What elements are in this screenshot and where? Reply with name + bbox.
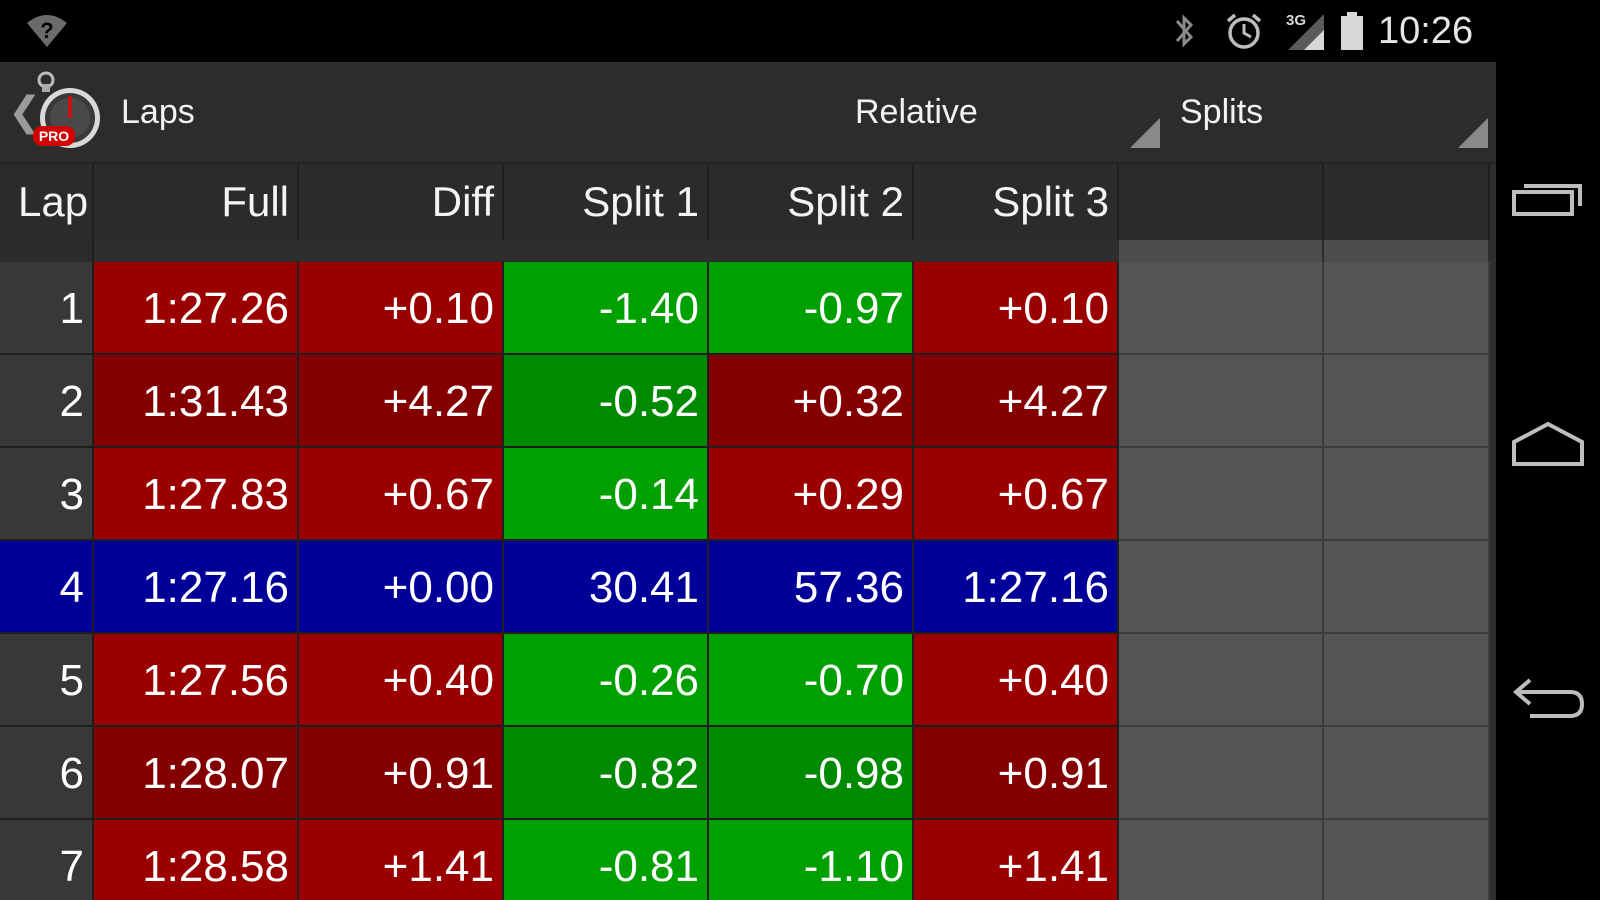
split-2-cell: -0.70	[709, 634, 914, 727]
full-time-cell: 1:31.43	[94, 355, 299, 448]
spinner-dropdown-icon	[1130, 118, 1160, 148]
split-3-cell: +0.67	[914, 448, 1119, 541]
column-header-full[interactable]: Full	[94, 164, 299, 264]
diff-cell: +0.40	[299, 634, 504, 727]
diff-cell: +1.41	[299, 820, 504, 900]
empty-cell	[1324, 355, 1490, 448]
view-spinner[interactable]: Splits	[1166, 62, 1490, 162]
column-header-split-3[interactable]: Split 3	[914, 164, 1119, 264]
navigation-bar	[1496, 0, 1600, 900]
split-3-cell: +1.41	[914, 820, 1119, 900]
empty-cell	[1324, 448, 1490, 541]
svg-text:?: ?	[40, 18, 53, 43]
stopwatch-logo-icon[interactable]: PRO	[30, 70, 106, 152]
split-1-cell: 30.41	[504, 541, 709, 634]
split-2-cell: 57.36	[709, 541, 914, 634]
empty-cell	[1324, 634, 1490, 727]
full-time-cell: 1:27.26	[94, 262, 299, 355]
empty-cell	[1324, 820, 1490, 900]
lap-number-cell: 1	[0, 262, 94, 355]
full-time-cell: 1:27.83	[94, 448, 299, 541]
split-1-cell: -0.82	[504, 727, 709, 820]
split-2-cell: -0.97	[709, 262, 914, 355]
table-row[interactable]: 5 1:27.56 +0.40 -0.26 -0.70 +0.40	[0, 634, 1496, 727]
full-time-cell: 1:27.16	[94, 541, 299, 634]
lap-number-cell: 5	[0, 634, 94, 727]
column-header-split-1[interactable]: Split 1	[504, 164, 709, 264]
recents-icon[interactable]	[1510, 172, 1586, 232]
split-2-cell: -0.98	[709, 727, 914, 820]
split-3-cell: +0.40	[914, 634, 1119, 727]
split-2-cell: -1.10	[709, 820, 914, 900]
split-2-cell: +0.29	[709, 448, 914, 541]
lap-number-cell: 4	[0, 541, 94, 634]
diff-cell: +0.10	[299, 262, 504, 355]
lap-number-cell: 7	[0, 820, 94, 900]
full-time-cell: 1:28.58	[94, 820, 299, 900]
bluetooth-icon	[1168, 0, 1200, 62]
empty-cell	[1324, 727, 1490, 820]
battery-icon	[1338, 0, 1366, 62]
split-3-cell: +0.10	[914, 262, 1119, 355]
alarm-icon	[1222, 0, 1266, 62]
table-row[interactable]: 6 1:28.07 +0.91 -0.82 -0.98 +0.91	[0, 727, 1496, 820]
split-3-cell: +0.91	[914, 727, 1119, 820]
split-1-cell: -0.26	[504, 634, 709, 727]
page-title: Laps	[121, 93, 195, 131]
diff-cell: +0.91	[299, 727, 504, 820]
app-screen: ? 3G	[0, 0, 1496, 900]
empty-cell	[1119, 355, 1324, 448]
empty-cell	[1119, 262, 1324, 355]
column-header-empty	[1324, 164, 1490, 264]
split-1-cell: -0.81	[504, 820, 709, 900]
empty-cell	[1119, 634, 1324, 727]
split-1-cell: -1.40	[504, 262, 709, 355]
split-1-cell: -0.52	[504, 355, 709, 448]
empty-cell	[1324, 262, 1490, 355]
full-time-cell: 1:27.56	[94, 634, 299, 727]
split-1-cell: -0.14	[504, 448, 709, 541]
table-row-best-lap[interactable]: 4 1:27.16 +0.00 30.41 57.36 1:27.16	[0, 541, 1496, 634]
diff-cell: +0.67	[299, 448, 504, 541]
status-bar: ? 3G	[0, 0, 1496, 62]
lap-number-cell: 2	[0, 355, 94, 448]
split-3-cell: +4.27	[914, 355, 1119, 448]
table-row[interactable]: 7 1:28.58 +1.41 -0.81 -1.10 +1.41	[0, 820, 1496, 900]
mode-spinner-label: Relative	[855, 93, 978, 131]
svg-text:PRO: PRO	[39, 128, 69, 144]
wifi-question-icon: ?	[22, 0, 72, 62]
split-2-cell: +0.32	[709, 355, 914, 448]
empty-cell	[1119, 541, 1324, 634]
up-navigation-icon[interactable]: ❮	[8, 90, 42, 134]
svg-text:3G: 3G	[1286, 12, 1306, 29]
back-icon[interactable]	[1510, 672, 1586, 732]
laps-table: Lap Full Diff Split 1 Split 2 Split 3 1 …	[0, 164, 1496, 900]
diff-cell: +4.27	[299, 355, 504, 448]
column-header-diff[interactable]: Diff	[299, 164, 504, 264]
table-row[interactable]: 3 1:27.83 +0.67 -0.14 +0.29 +0.67	[0, 448, 1496, 541]
diff-cell: +0.00	[299, 541, 504, 634]
table-row[interactable]: 1 1:27.26 +0.10 -1.40 -0.97 +0.10	[0, 262, 1496, 355]
status-time: 10:26	[1378, 9, 1474, 52]
column-header-split-2[interactable]: Split 2	[709, 164, 914, 264]
table-header-row: Lap Full Diff Split 1 Split 2 Split 3	[0, 164, 1496, 264]
action-bar: ❮ PRO Laps Relative Splits	[0, 62, 1496, 164]
home-icon[interactable]	[1510, 418, 1586, 478]
column-header-empty	[1119, 164, 1324, 264]
column-header-lap[interactable]: Lap	[0, 164, 94, 264]
empty-cell	[1119, 448, 1324, 541]
split-3-cell: 1:27.16	[914, 541, 1119, 634]
empty-cell	[1119, 727, 1324, 820]
empty-cell	[1119, 820, 1324, 900]
signal-3g-icon: 3G	[1282, 0, 1330, 62]
mode-spinner[interactable]: Relative	[820, 62, 1162, 162]
empty-cell	[1324, 541, 1490, 634]
table-row[interactable]: 2 1:31.43 +4.27 -0.52 +0.32 +4.27	[0, 355, 1496, 448]
lap-number-cell: 3	[0, 448, 94, 541]
view-spinner-label: Splits	[1180, 93, 1264, 131]
lap-number-cell: 6	[0, 727, 94, 820]
full-time-cell: 1:28.07	[94, 727, 299, 820]
spinner-dropdown-icon	[1458, 118, 1488, 148]
